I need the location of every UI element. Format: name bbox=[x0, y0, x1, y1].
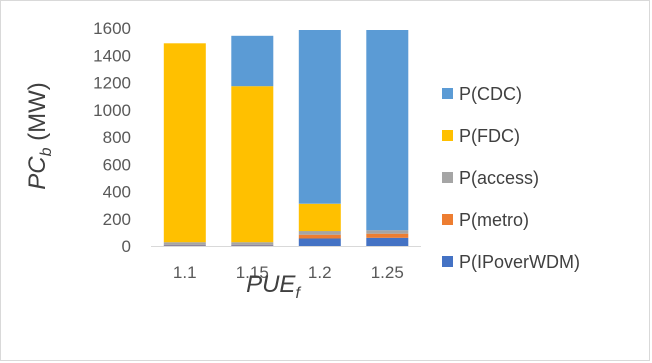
bar-segment bbox=[231, 35, 274, 87]
bar-segment bbox=[163, 245, 206, 246]
y-axis-title-sub: b bbox=[38, 147, 55, 156]
x-axis-title: PUEf bbox=[246, 271, 301, 302]
legend: P(CDC) P(FDC) P(access) P(metro) P(IPoverWDM… bbox=[442, 84, 580, 272]
y-axis-ticks: 0 200 400 600 800 1000 1200 1400 1600 bbox=[93, 19, 131, 256]
legend-label: P(metro) bbox=[459, 210, 529, 230]
y-axis-title: PCb (MW) bbox=[24, 82, 55, 190]
bar-segment bbox=[163, 242, 206, 245]
legend-swatch bbox=[442, 88, 453, 99]
x-axis-title-sub: f bbox=[295, 285, 301, 302]
bar-segment bbox=[366, 233, 409, 238]
legend-swatch bbox=[442, 256, 453, 267]
y-tick-label: 1600 bbox=[93, 19, 131, 38]
bar-segment bbox=[231, 86, 274, 243]
y-axis-title-unit: (MW) bbox=[24, 82, 51, 147]
legend-label: P(FDC) bbox=[459, 126, 520, 146]
bar-segment bbox=[366, 230, 409, 234]
x-tick-label: 1.15 bbox=[236, 263, 269, 282]
x-tick-label: 1.2 bbox=[308, 263, 332, 282]
y-tick-label: 1200 bbox=[93, 74, 131, 93]
bar-segment bbox=[298, 203, 341, 232]
legend-label: P(access) bbox=[459, 168, 539, 188]
y-tick-label: 800 bbox=[103, 128, 131, 147]
y-axis-title-main: PC bbox=[24, 156, 51, 190]
bars bbox=[163, 30, 409, 246]
x-axis-ticks: 1.1 1.15 1.2 1.25 bbox=[173, 263, 404, 282]
bar-segment bbox=[231, 242, 274, 245]
legend-swatch bbox=[442, 130, 453, 141]
y-tick-label: 400 bbox=[103, 183, 131, 202]
bar-segment bbox=[298, 231, 341, 235]
bar-segment bbox=[366, 237, 409, 246]
legend-label: P(IPoverWDM) bbox=[459, 252, 580, 272]
bar-segment bbox=[366, 30, 409, 231]
bar-segment bbox=[298, 234, 341, 239]
y-tick-label: 1400 bbox=[93, 46, 131, 65]
bar-segment bbox=[298, 30, 341, 204]
bar-segment bbox=[163, 43, 206, 243]
x-axis-title-main: PUE bbox=[246, 271, 296, 298]
x-tick-label: 1.1 bbox=[173, 263, 197, 282]
bar-segment bbox=[298, 238, 341, 246]
y-tick-label: 0 bbox=[122, 237, 131, 256]
x-tick-label: 1.25 bbox=[371, 263, 404, 282]
legend-swatch bbox=[442, 172, 453, 183]
legend-swatch bbox=[442, 214, 453, 225]
legend-label: P(CDC) bbox=[459, 84, 522, 104]
bar-segment bbox=[231, 245, 274, 246]
y-tick-label: 1000 bbox=[93, 101, 131, 120]
y-tick-label: 600 bbox=[103, 155, 131, 174]
y-tick-label: 200 bbox=[103, 210, 131, 229]
